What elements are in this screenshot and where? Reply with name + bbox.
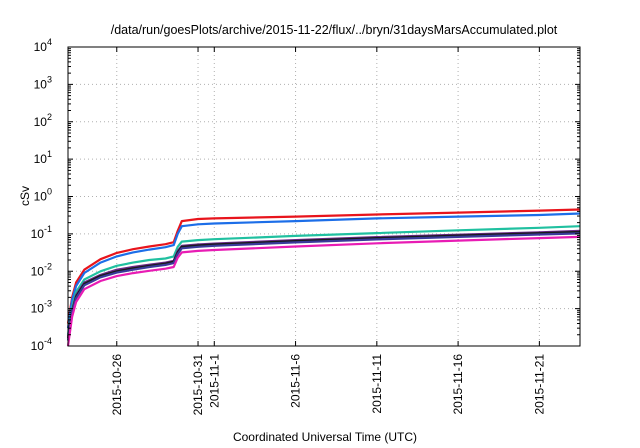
x-tick-label: 2015-11-6 <box>289 354 303 408</box>
x-tick-label: 2015-11-1 <box>207 354 221 408</box>
x-tick-label: 2015-11-11 <box>370 354 384 414</box>
y-tick-labels: 10-4 10-3 10-2 10-1 100 101 102 103 104 <box>31 37 52 353</box>
series-line <box>66 235 581 347</box>
x-tick-label: 2015-10-26 <box>110 354 124 416</box>
y-tick-label: 101 <box>34 149 52 166</box>
series-line <box>66 225 581 335</box>
y-tick-label: 100 <box>34 187 52 204</box>
grid-lines <box>68 47 580 346</box>
x-tick-label: 2015-10-31 <box>191 354 205 416</box>
y-tick-label: 10-4 <box>31 336 52 353</box>
x-tick-label: 2015-11-16 <box>451 354 465 415</box>
y-tick-label: 10-1 <box>31 224 52 241</box>
y-axis-label: cSv <box>18 186 32 206</box>
x-tick-label: 2015-11-21 <box>532 354 546 415</box>
series-line <box>66 232 581 341</box>
chart-title: /data/run/goesPlots/archive/2015-11-22/f… <box>111 23 558 37</box>
axis-ticks <box>68 46 580 347</box>
series-lines <box>66 208 581 347</box>
y-tick-label: 104 <box>34 37 52 54</box>
x-axis-label: Coordinated Universal Time (UTC) <box>233 430 417 444</box>
series-line <box>66 212 581 329</box>
y-tick-label: 10-3 <box>31 299 52 316</box>
y-tick-label: 10-2 <box>31 261 52 278</box>
y-tick-label: 103 <box>34 74 52 91</box>
x-tick-labels: 2015-10-26 2015-10-31 2015-11-1 2015-11-6 20… <box>110 354 547 416</box>
y-tick-label: 102 <box>34 112 52 129</box>
